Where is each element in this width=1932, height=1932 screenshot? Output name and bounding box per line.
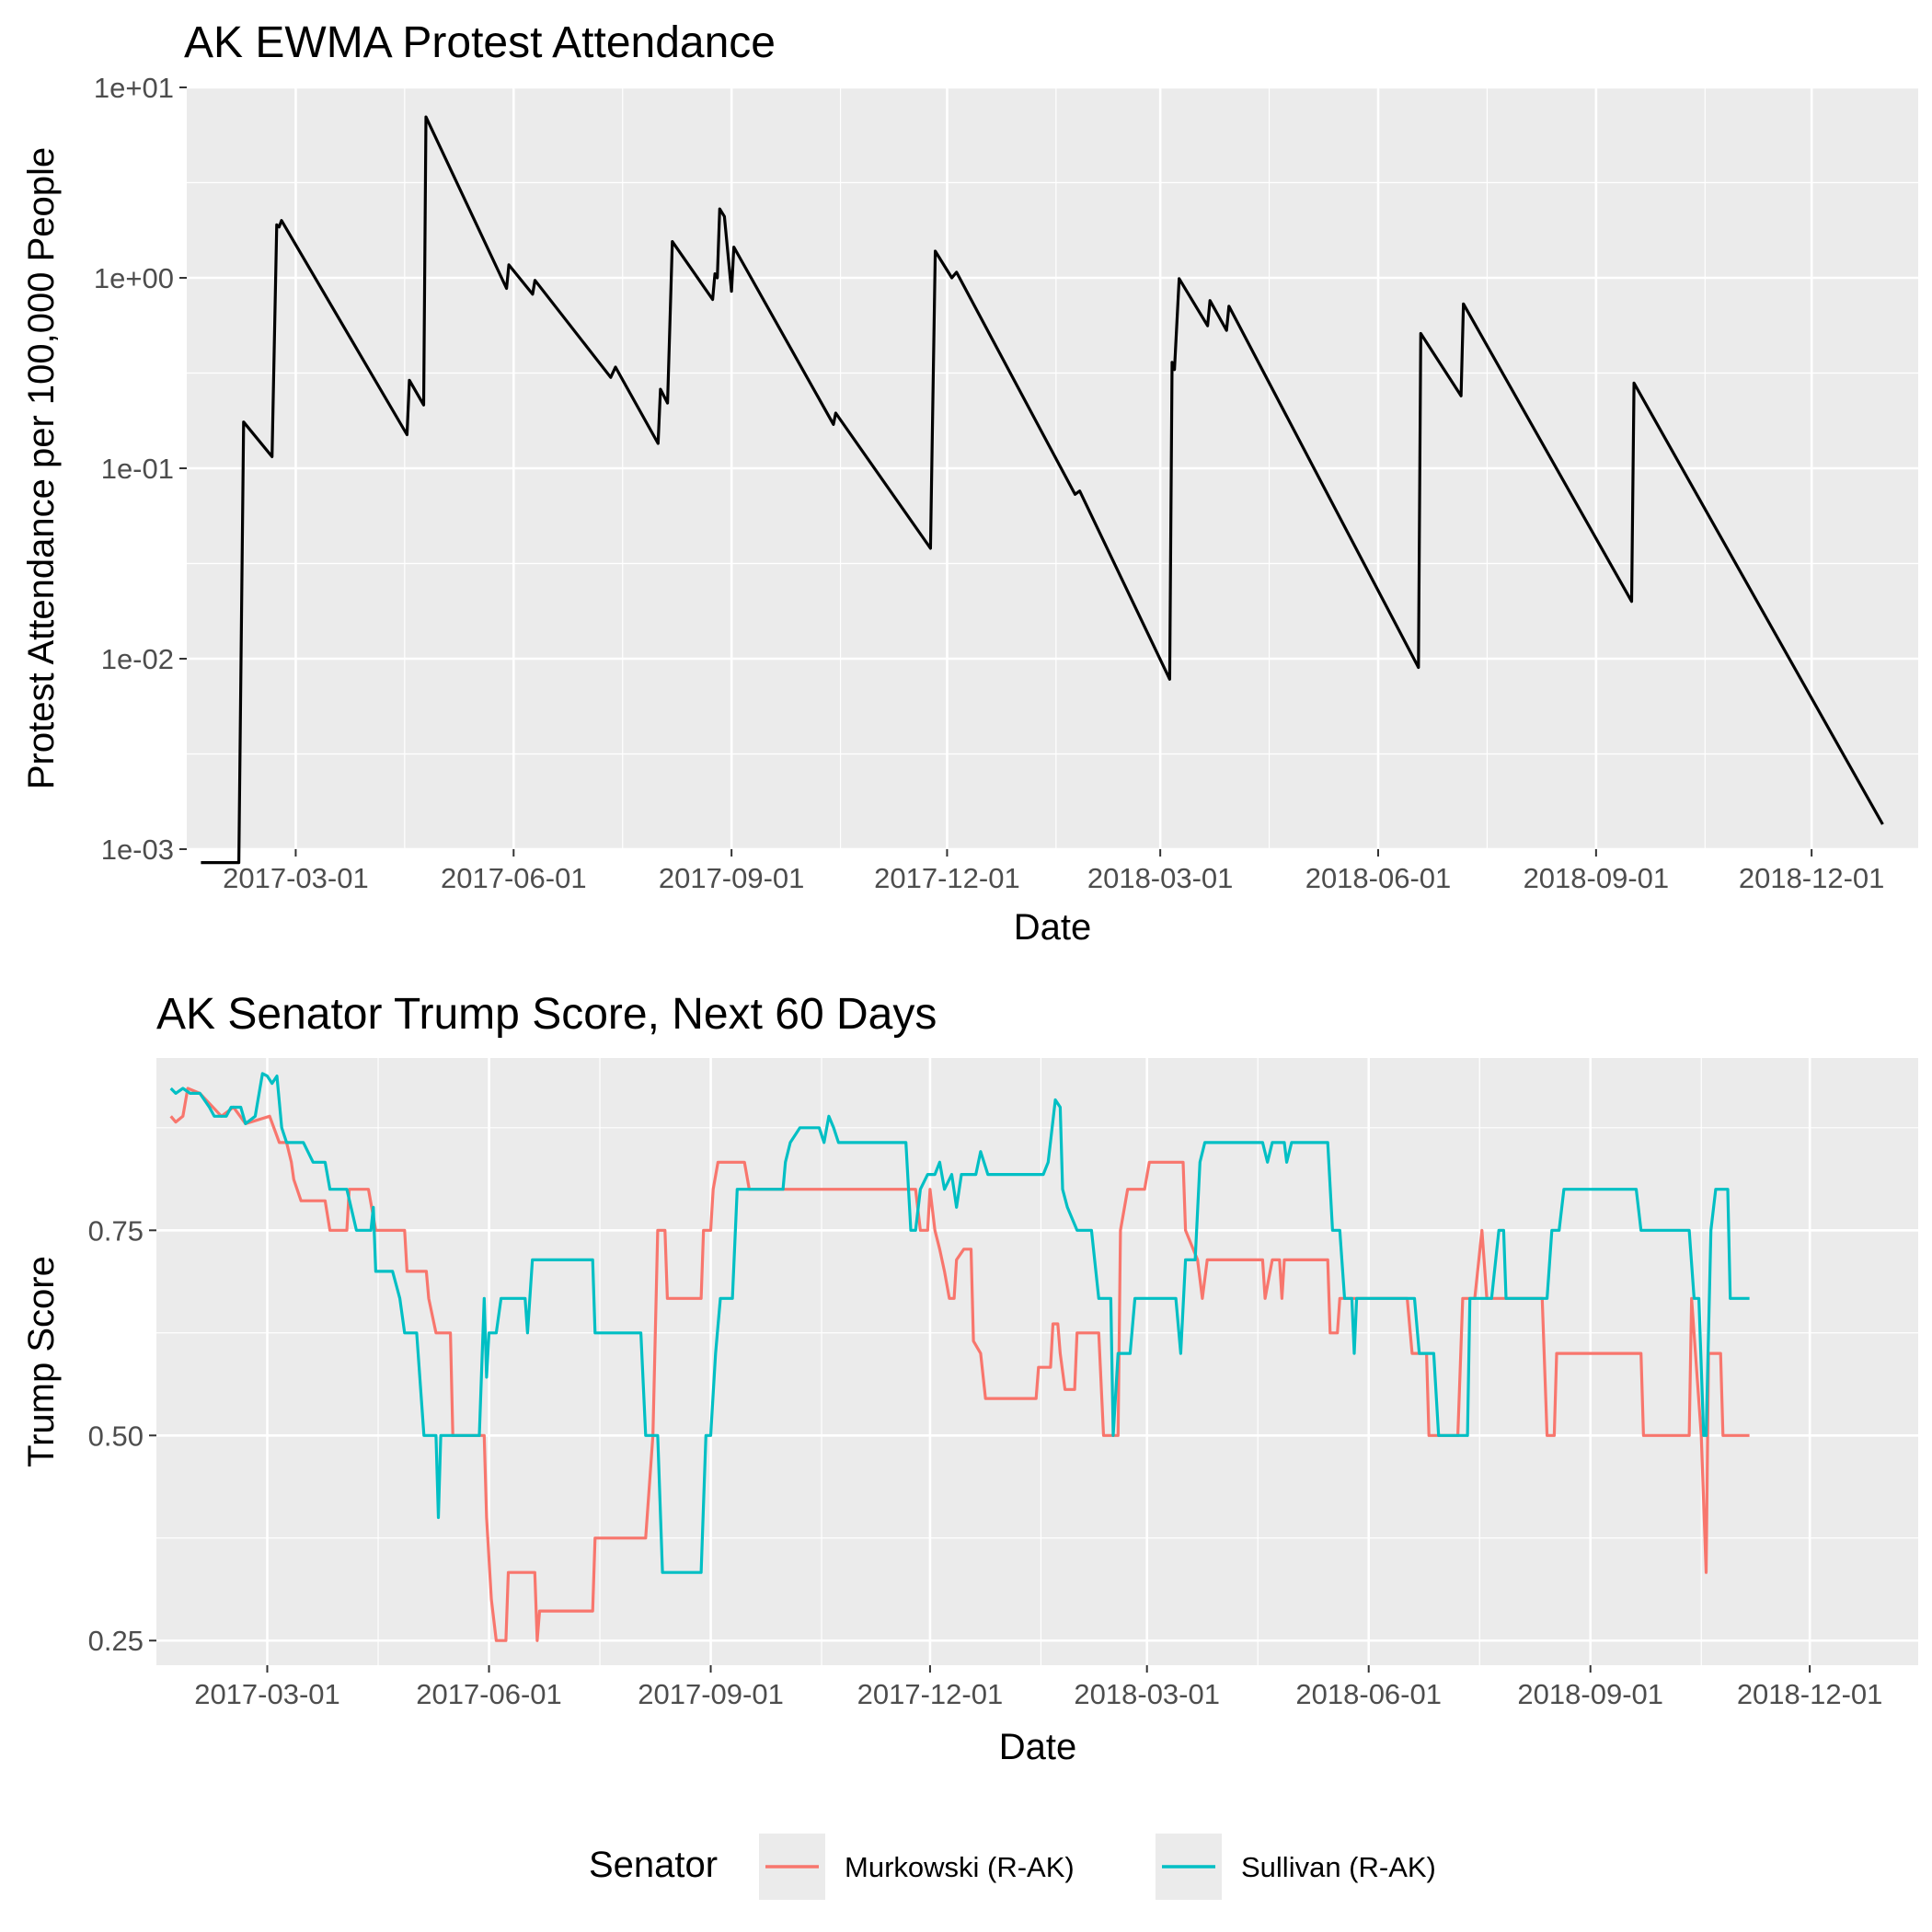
x-axis: 2017-03-01 2017-06-01 2017-09-01 2017-12-01… <box>194 1665 1882 1710</box>
legend: Senator Murkowski (R-AK) Sullivan (R-AK) <box>589 1834 1436 1900</box>
x-axis: 2017-03-01 2017-06-01 2017-09-01 2017-12-01… <box>223 849 1884 894</box>
x-tick-label: 2017-06-01 <box>441 862 587 894</box>
gridlines <box>156 1058 1918 1665</box>
chart-title: AK Senator Trump Score, Next 60 Days <box>156 990 937 1039</box>
x-tick-label: 2017-06-01 <box>416 1678 562 1710</box>
x-tick-label: 2017-09-01 <box>659 862 805 894</box>
chart-protest-attendance: AK EWMA Protest Attendance 1e-031e-021e-… <box>21 18 1918 948</box>
y-tick-label: 1e+01 <box>94 72 174 104</box>
y-axis: 1e-03 1e-02 1e-01 1e+00 1e+01 <box>94 72 187 866</box>
x-tick-label: 2017-12-01 <box>874 862 1020 894</box>
plot-panel <box>156 1058 1918 1665</box>
legend-label-sullivan: Sullivan (R-AK) <box>1241 1851 1436 1883</box>
y-tick-label: 1e+00 <box>94 262 174 294</box>
series-line-sullivan <box>169 1072 1750 1574</box>
x-axis-title: Date <box>999 1727 1077 1767</box>
y-axis-title: Protest Attendance per 100,000 People <box>21 147 62 789</box>
data-lines <box>201 115 1884 865</box>
y-tick-label: 1e-03 <box>101 834 174 866</box>
y-tick-label: 1e-02 <box>101 643 174 675</box>
x-tick-label: 2017-09-01 <box>638 1678 784 1710</box>
x-tick-label: 2017-12-01 <box>857 1678 1004 1710</box>
x-tick-label: 2018-09-01 <box>1524 862 1670 894</box>
chart-trump-score: AK Senator Trump Score, Next 60 Days 0.2… <box>21 990 1918 1767</box>
x-tick-label: 2017-03-01 <box>194 1678 340 1710</box>
gridlines <box>187 86 1918 851</box>
y-axis: 0.25 0.50 0.75 <box>88 1214 156 1657</box>
y-tick-label: 0.75 <box>88 1214 144 1247</box>
x-tick-label: 2018-03-01 <box>1087 862 1234 894</box>
series-line-murkowski <box>169 1087 1750 1642</box>
x-tick-label: 2018-09-01 <box>1517 1678 1663 1710</box>
y-tick-label: 0.25 <box>88 1625 144 1657</box>
x-tick-label: 2018-06-01 <box>1305 862 1452 894</box>
x-tick-label: 2018-06-01 <box>1295 1678 1442 1710</box>
legend-label-murkowski: Murkowski (R-AK) <box>845 1851 1075 1883</box>
data-lines <box>169 1072 1750 1642</box>
x-tick-label: 2018-12-01 <box>1739 862 1885 894</box>
series-line <box>201 115 1884 865</box>
x-tick-label: 2018-03-01 <box>1074 1678 1220 1710</box>
legend-title: Senator <box>589 1845 718 1885</box>
x-axis-title: Date <box>1014 907 1092 948</box>
x-tick-label: 2018-12-01 <box>1737 1678 1883 1710</box>
y-tick-label: 1e-01 <box>101 453 174 485</box>
chart-title: AK EWMA Protest Attendance <box>184 18 776 67</box>
x-tick-label: 2017-03-01 <box>223 862 369 894</box>
y-axis-title: Trump Score <box>21 1256 62 1467</box>
y-tick-label: 0.50 <box>88 1420 144 1452</box>
